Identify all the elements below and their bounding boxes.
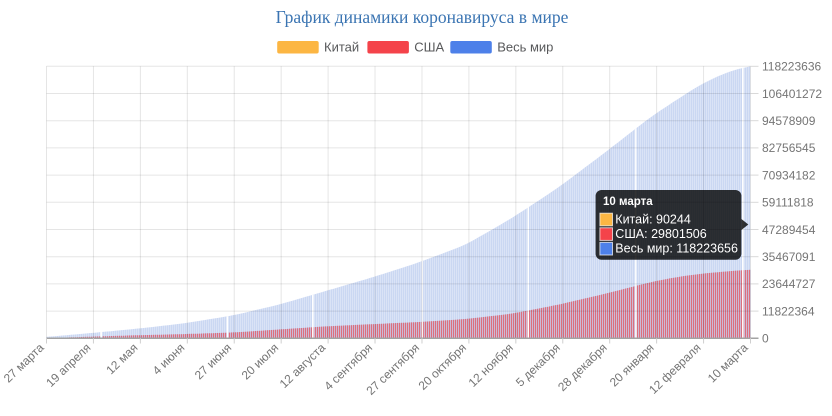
svg-text:23644727: 23644727 — [762, 277, 816, 291]
svg-text:59111818: 59111818 — [762, 196, 814, 210]
svg-text:Весь мир: 118223656: Весь мир: 118223656 — [615, 242, 738, 256]
svg-text:106401272: 106401272 — [762, 87, 822, 101]
svg-text:82756545: 82756545 — [762, 141, 816, 155]
svg-text:47289454: 47289454 — [762, 223, 816, 237]
svg-text:118223636: 118223636 — [762, 60, 822, 74]
svg-text:35467091: 35467091 — [762, 250, 816, 264]
svg-text:Весь мир: Весь мир — [497, 40, 553, 55]
svg-text:94578909: 94578909 — [762, 114, 816, 128]
svg-text:США: 29801506: США: 29801506 — [615, 227, 706, 241]
svg-text:11822364: 11822364 — [762, 304, 815, 318]
svg-text:Китай: Китай — [324, 40, 359, 55]
svg-text:США: США — [414, 40, 444, 55]
svg-text:0: 0 — [762, 332, 769, 346]
svg-text:График динамики коронавируса в: График динамики коронавируса в мире — [276, 7, 569, 27]
svg-text:Китай: 90244: Китай: 90244 — [615, 212, 691, 226]
svg-text:10 марта: 10 марта — [603, 196, 653, 208]
svg-text:70934182: 70934182 — [762, 168, 816, 182]
